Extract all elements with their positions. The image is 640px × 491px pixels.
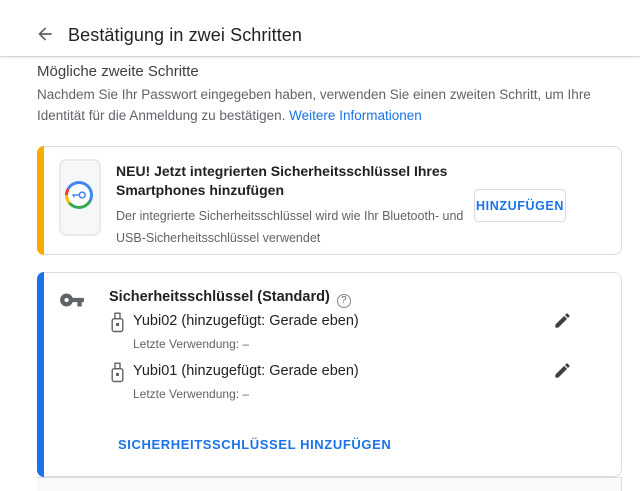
promo-description: Der integrierte Sicherheitsschlüssel wir… — [116, 209, 464, 245]
promo-card: NEU! Jetzt integrierten Sicherheitsschlü… — [37, 146, 622, 255]
add-security-key-link[interactable]: SICHERHEITSSCHLÜSSEL HINZUFÜGEN — [118, 437, 392, 452]
key-last-used: Letzte Verwendung: – — [133, 387, 250, 401]
section-heading: Mögliche zweite Schritte — [37, 63, 199, 80]
page-header: Bestätigung in zwei Schritten — [0, 0, 640, 57]
edit-pencil-icon — [553, 313, 572, 333]
security-keys-card: Sicherheitsschlüssel (Standard)? Yubi02 … — [37, 272, 622, 477]
usb-key-icon — [110, 312, 125, 338]
section-description: Nachdem Sie Ihr Passwort eingegeben habe… — [37, 84, 605, 126]
section-description-text: Nachdem Sie Ihr Passwort eingegeben habe… — [37, 87, 591, 123]
promo-accent-bar — [37, 146, 44, 255]
promo-title: NEU! Jetzt integrierten Sicherheitsschlü… — [116, 163, 448, 198]
keys-card-title-text: Sicherheitsschlüssel (Standard) — [109, 289, 330, 305]
arrow-back-icon — [35, 27, 55, 47]
keys-accent-bar — [37, 272, 44, 477]
key-name: Yubi02 (hinzugefügt: Gerade eben) — [133, 313, 359, 329]
edit-pencil-icon — [553, 363, 572, 383]
edit-key-button[interactable] — [550, 360, 574, 384]
phone-security-key-icon — [65, 181, 93, 209]
edit-key-button[interactable] — [550, 310, 574, 334]
next-section-edge — [37, 477, 622, 491]
back-button[interactable] — [34, 24, 56, 46]
page-title: Bestätigung in zwei Schritten — [68, 25, 303, 45]
usb-key-icon — [110, 362, 125, 388]
add-phone-key-button[interactable]: HINZUFÜGEN — [474, 189, 566, 222]
learn-more-link[interactable]: Weitere Informationen — [289, 108, 422, 123]
help-icon[interactable]: ? — [336, 294, 351, 308]
keys-card-title: Sicherheitsschlüssel (Standard)? — [109, 289, 351, 308]
key-name: Yubi01 (hinzugefügt: Gerade eben) — [133, 363, 359, 379]
key-last-used: Letzte Verwendung: – — [133, 337, 250, 351]
vpn-key-icon — [59, 287, 85, 318]
